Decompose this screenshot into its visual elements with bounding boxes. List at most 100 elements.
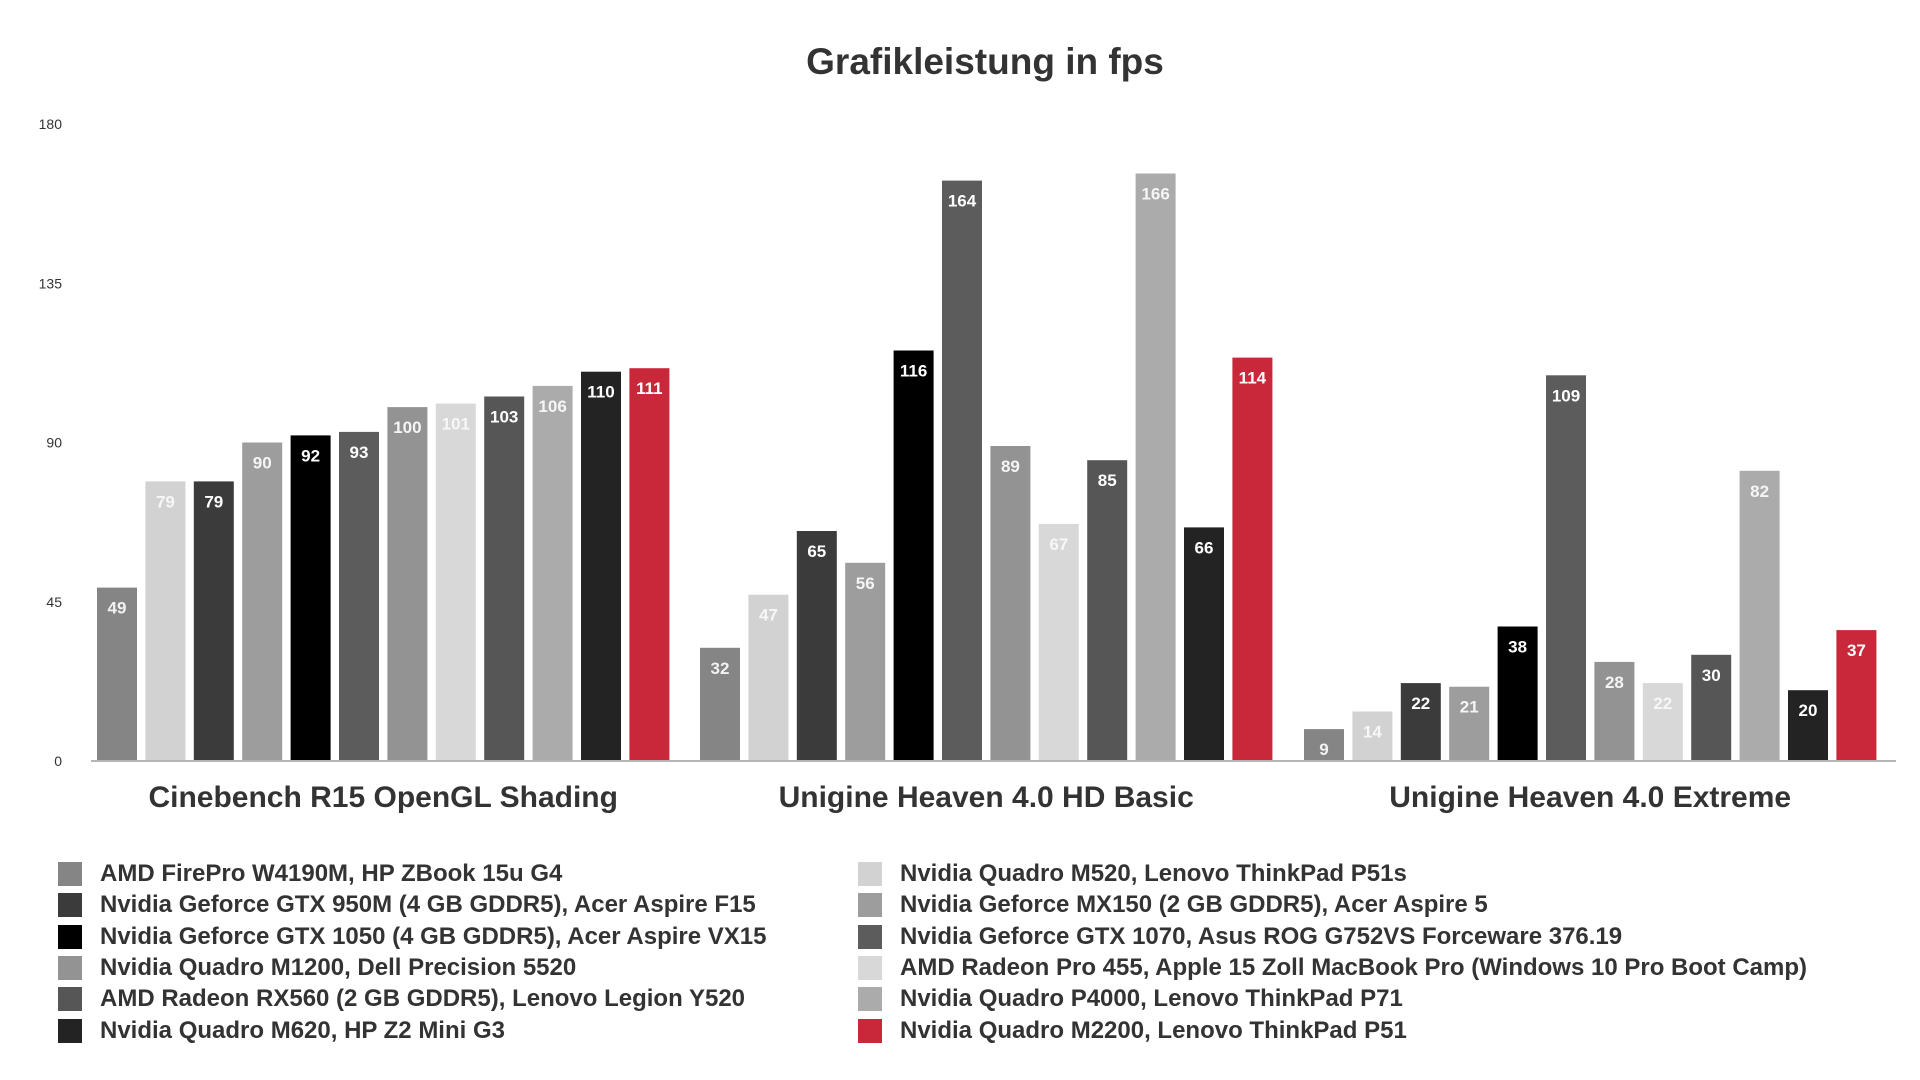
bar [1836, 630, 1877, 761]
legend-label: AMD Radeon RX560 (2 GB GDDR5), Lenovo Le… [100, 985, 746, 1013]
bar [1497, 626, 1538, 761]
bar-value-label: 20 [1799, 701, 1818, 720]
legend-item: Nvidia Geforce GTX 1070, Asus ROG G752VS… [858, 923, 1622, 951]
bar-value-label: 79 [156, 492, 175, 511]
bar-value-label: 92 [301, 446, 320, 465]
legend-swatch [58, 862, 82, 886]
legend-label: Nvidia Geforce GTX 1050 (4 GB GDDR5), Ac… [100, 922, 767, 950]
bar-value-label: 164 [948, 192, 977, 211]
bar [1352, 711, 1393, 761]
legend-label: Nvidia Quadro M520, Lenovo ThinkPad P51s [900, 860, 1407, 887]
bar [1184, 527, 1224, 761]
legend-swatch [58, 924, 82, 949]
x-axis-labels: Cinebench R15 OpenGL Shading Unigine Heav… [148, 781, 1791, 814]
legend-label: AMD FirePro W4190M, HP ZBook 15u G4 [100, 860, 563, 887]
bar [1449, 686, 1490, 761]
bar [990, 446, 1031, 761]
bar-value-label: 21 [1460, 698, 1479, 717]
bar-value-label: 93 [350, 443, 369, 462]
bar [1400, 683, 1441, 761]
bar-value-label: 9 [1319, 740, 1328, 759]
y-axis: 0 45 90 135 180 [39, 116, 63, 769]
legend-swatch [58, 955, 82, 980]
bar-value-label: 101 [442, 415, 470, 434]
bar-value-label: 90 [253, 454, 272, 473]
bar-value-label: 22 [1653, 694, 1672, 713]
legend-swatch [858, 1018, 882, 1043]
y-tick-label: 135 [39, 275, 63, 291]
legend-swatch [58, 1018, 82, 1043]
legend-swatch [858, 862, 882, 886]
bar-value-label: 38 [1508, 638, 1527, 657]
legend-swatch [58, 893, 82, 918]
legend-label: Nvidia Geforce GTX 950M (4 GB GDDR5), Ac… [100, 891, 756, 919]
bar [1788, 690, 1828, 761]
bar [748, 594, 789, 761]
y-tick-label: 180 [39, 116, 63, 132]
y-tick-label: 45 [46, 594, 62, 610]
bar-value-label: 109 [1552, 386, 1580, 405]
bar [1135, 173, 1176, 761]
bar-value-label: 106 [538, 397, 566, 416]
bar-value-label: 65 [807, 542, 826, 561]
bar-value-label: 111 [636, 379, 663, 398]
legend-swatch [58, 987, 82, 1012]
bars: 49 79 79 90 92 93 100 101 103 106 110 111 32 47 65 56 11… [97, 173, 1877, 762]
category-label: Cinebench R15 OpenGL Shading [148, 781, 618, 814]
bar-value-label: 110 [587, 383, 614, 402]
bar [629, 368, 670, 761]
legend-swatch [858, 987, 882, 1012]
legend-item: Nvidia Quadro M1200, Dell Precision 5520 [58, 954, 576, 982]
bar [339, 431, 379, 761]
bar [97, 587, 137, 761]
bar [435, 403, 476, 761]
bar-value-label: 114 [1239, 369, 1267, 388]
bar [193, 481, 234, 761]
bar [532, 385, 573, 761]
bar [1642, 683, 1683, 761]
bar [484, 396, 525, 761]
bar-value-label: 89 [1001, 457, 1020, 476]
bar-value-label: 116 [900, 362, 927, 381]
legend-swatch [858, 955, 882, 980]
y-tick-label: 90 [46, 435, 62, 451]
legend-item: AMD Radeon RX560 (2 GB GDDR5), Lenovo Le… [58, 985, 745, 1013]
bar [581, 371, 621, 761]
bar [700, 647, 740, 761]
bar-value-label: 166 [1141, 185, 1169, 204]
legend-item: Nvidia Quadro M520, Lenovo ThinkPad P51s [858, 860, 1407, 888]
legend-item: AMD Radeon Pro 455, Apple 15 Zoll MacBoo… [858, 954, 1807, 982]
bar-value-label: 79 [204, 492, 223, 511]
bar-value-label: 14 [1363, 723, 1382, 742]
legend-item: Nvidia Quadro M2200, Lenovo ThinkPad P51 [858, 1017, 1407, 1045]
bar [1594, 661, 1635, 761]
bar-value-label: 85 [1098, 471, 1117, 490]
legend-label: Nvidia Quadro P4000, Lenovo ThinkPad P71 [900, 985, 1403, 1013]
bar-value-label: 103 [490, 408, 518, 427]
bar-value-label: 67 [1049, 535, 1068, 554]
bar [242, 442, 283, 761]
bar-value-label: 56 [856, 574, 875, 593]
bar [942, 180, 982, 762]
category-label: Unigine Heaven 4.0 HD Basic [779, 781, 1194, 814]
legend-item: Nvidia Geforce GTX 1050 (4 GB GDDR5), Ac… [58, 923, 766, 951]
bar [1691, 654, 1732, 761]
bar-value-label: 49 [108, 599, 127, 618]
legend-label: Nvidia Quadro M2200, Lenovo ThinkPad P51 [900, 1016, 1407, 1044]
legend-label: Nvidia Geforce GTX 1070, Asus ROG G752VS… [900, 922, 1623, 950]
chart-title: Grafikleistung in fps [806, 41, 1164, 82]
legend-swatch [858, 893, 882, 918]
bar-value-label: 66 [1195, 538, 1214, 557]
bar-value-label: 82 [1750, 482, 1769, 501]
y-tick-label: 0 [54, 753, 62, 769]
bar [1739, 470, 1780, 761]
legend-swatch [858, 924, 882, 949]
bar [1038, 523, 1079, 761]
bar [893, 350, 934, 761]
legend-item: AMD FirePro W4190M, HP ZBook 15u G4 [58, 860, 562, 888]
bar [1087, 460, 1128, 761]
legend-item: Nvidia Quadro P4000, Lenovo ThinkPad P71 [858, 985, 1403, 1013]
legend-item: Nvidia Geforce GTX 950M (4 GB GDDR5), Ac… [58, 891, 756, 919]
